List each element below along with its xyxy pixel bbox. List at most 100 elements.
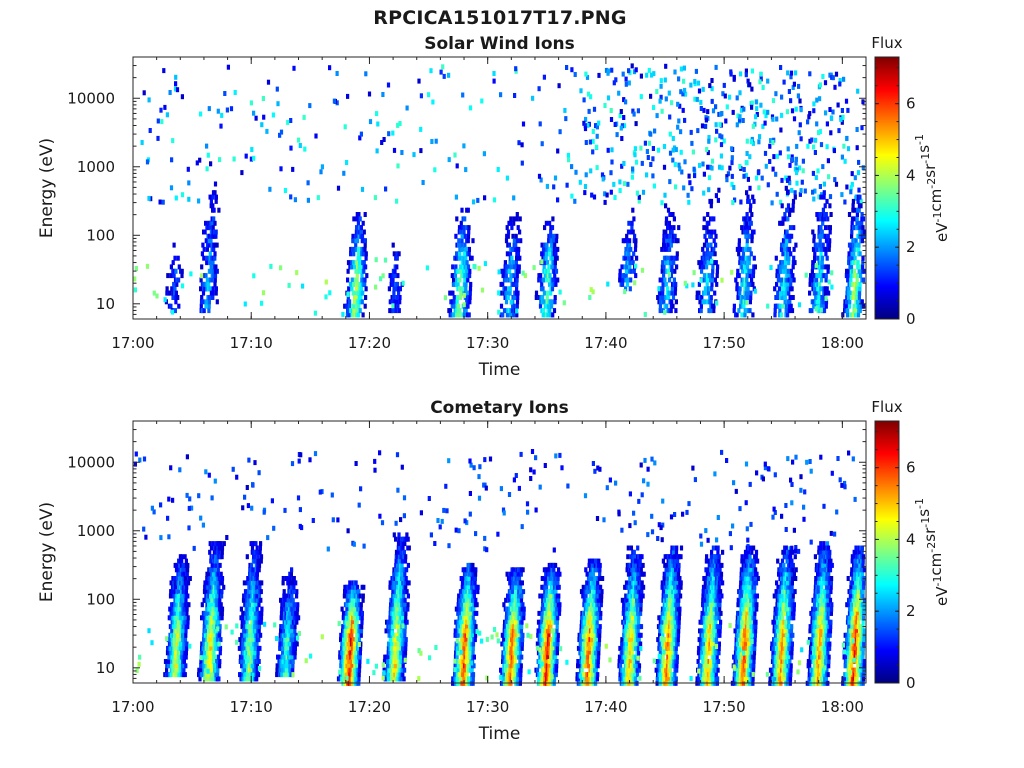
heatmap-cell	[251, 567, 255, 573]
heatmap-cell	[343, 124, 347, 130]
heatmap-cell	[630, 63, 634, 69]
heatmap-cell	[279, 597, 283, 603]
heatmap-cell	[663, 309, 667, 315]
heatmap-cell	[458, 268, 462, 274]
heatmap-cell	[509, 264, 513, 270]
heatmap-cell	[281, 645, 285, 651]
heatmap-cell	[450, 303, 454, 309]
heatmap-cell	[633, 152, 637, 158]
heatmap-cell	[855, 246, 859, 252]
heatmap-cell	[548, 273, 552, 279]
heatmap-cell	[419, 148, 423, 154]
heatmap-cell	[201, 290, 206, 296]
heatmap-cell	[250, 545, 255, 551]
heatmap-cell	[468, 491, 472, 496]
heatmap-cell	[786, 154, 791, 160]
heatmap-cell	[347, 619, 351, 625]
heatmap-cell	[722, 82, 726, 88]
heatmap-cell	[688, 180, 692, 186]
heatmap-cell	[292, 584, 296, 590]
heatmap-cell	[748, 273, 752, 279]
heatmap-cell	[710, 98, 714, 104]
heatmap-cell	[352, 641, 357, 647]
heatmap-cell	[458, 308, 462, 314]
heatmap-cell	[214, 229, 218, 235]
heatmap-cell	[740, 312, 744, 318]
heatmap-cell	[470, 255, 474, 261]
heatmap-cell	[790, 233, 794, 239]
heatmap-cell	[393, 268, 397, 274]
heatmap-cell	[513, 659, 517, 664]
heatmap-cell	[461, 246, 465, 252]
heatmap-cell	[737, 308, 741, 314]
heatmap-cell	[463, 518, 467, 524]
heatmap-cell	[817, 130, 821, 136]
heatmap-cell	[258, 545, 262, 551]
heatmap-cell	[736, 268, 740, 274]
heatmap-cell	[673, 290, 677, 296]
heatmap-cell	[824, 303, 828, 309]
heatmap-cell	[789, 477, 793, 483]
heatmap-cell	[243, 589, 248, 595]
heatmap-cell	[173, 619, 177, 625]
heatmap-cell	[477, 495, 482, 501]
heatmap-cell	[515, 281, 519, 287]
heatmap-cell	[144, 534, 148, 540]
heatmap-cell	[406, 536, 410, 542]
heatmap-cell	[177, 264, 181, 270]
heatmap-cell	[208, 220, 212, 226]
heatmap-cell	[170, 286, 174, 292]
heatmap-cell	[266, 535, 270, 541]
heatmap-cell	[670, 299, 674, 305]
heatmap-cell	[732, 185, 736, 190]
heatmap-cell	[786, 190, 790, 196]
heatmap-cell	[496, 167, 500, 172]
heatmap-cell	[756, 170, 760, 176]
heatmap-cell	[549, 229, 553, 235]
heatmap-cell	[167, 496, 171, 502]
heatmap-cell	[720, 277, 724, 283]
heatmap-cell	[737, 242, 741, 248]
heatmap-cell	[166, 663, 170, 669]
heatmap-cell	[609, 189, 613, 195]
heatmap-cell	[218, 589, 222, 595]
heatmap-cell	[540, 251, 544, 257]
heatmap-cell	[857, 187, 861, 193]
heatmap-cell	[775, 153, 779, 159]
heatmap-cell	[364, 255, 368, 261]
heatmap-cell	[514, 242, 518, 248]
heatmap-cell	[289, 571, 293, 577]
heatmap-cell	[556, 246, 560, 252]
heatmap-cell	[150, 505, 154, 511]
heatmap-cell	[855, 127, 859, 132]
heatmap-cell	[840, 482, 844, 488]
heatmap-cell	[466, 659, 470, 664]
heatmap-cell	[628, 491, 632, 497]
heatmap-cell	[291, 632, 295, 638]
heatmap-cell	[257, 470, 261, 476]
heatmap-cell	[678, 103, 682, 109]
heatmap-cell	[213, 181, 218, 187]
heatmap-cell	[622, 181, 627, 187]
heatmap-cell	[243, 632, 247, 638]
heatmap-cell	[492, 197, 497, 203]
heatmap-cell	[255, 676, 259, 682]
heatmap-cell	[390, 641, 394, 647]
heatmap-cell	[664, 96, 668, 102]
heatmap-cell	[508, 610, 512, 616]
heatmap-cell	[632, 510, 636, 516]
heatmap-cell	[784, 303, 789, 309]
heatmap-cell	[735, 122, 739, 128]
heatmap-cell	[336, 185, 341, 191]
heatmap-cell	[231, 466, 235, 472]
heatmap-cell	[630, 220, 634, 226]
heatmap-cell	[737, 238, 741, 244]
heatmap-cell	[630, 255, 634, 261]
heatmap-cell	[220, 593, 224, 599]
heatmap-cell	[771, 140, 775, 145]
heatmap-cell	[831, 75, 835, 81]
heatmap-cell	[731, 523, 735, 529]
heatmap-cell	[850, 233, 854, 239]
heatmap-cell	[791, 295, 795, 300]
heatmap-cell	[711, 108, 716, 114]
